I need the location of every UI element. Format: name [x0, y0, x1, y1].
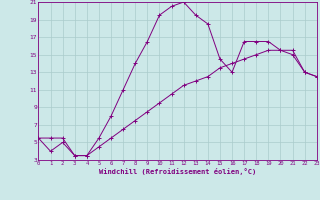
X-axis label: Windchill (Refroidissement éolien,°C): Windchill (Refroidissement éolien,°C) [99, 168, 256, 175]
